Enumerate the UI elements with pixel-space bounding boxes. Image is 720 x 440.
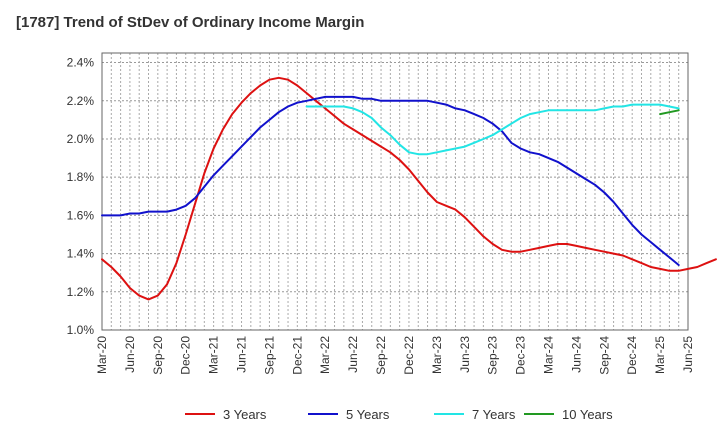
x-tick-label: Mar-22 <box>318 336 332 374</box>
x-tick-label: Mar-20 <box>95 336 109 374</box>
chart-title: [1787] Trend of StDev of Ordinary Income… <box>16 14 365 31</box>
axes: 1.0% 1.2% 1.4% 1.6% 1.8% 2.0% 2.2% 2.4% Mar-20 Ju… <box>67 52 695 375</box>
x-tick-label: Mar-25 <box>653 336 667 374</box>
y-tick-label: 2.0% <box>67 132 95 146</box>
y-tick-label: 1.2% <box>67 285 95 299</box>
x-tick-label: Jun-20 <box>123 336 137 373</box>
series-line-10-years <box>659 109 680 116</box>
x-tick-label: Mar-23 <box>430 336 444 374</box>
legend-label-7-years: 7 Years <box>472 407 516 422</box>
y-tick-label: 2.4% <box>67 56 95 70</box>
x-tick-label: Dec-20 <box>179 336 193 375</box>
plot-frame <box>101 52 689 331</box>
data-series <box>101 76 717 301</box>
y-tick-label: 2.2% <box>67 94 95 108</box>
series-line-5-years <box>101 95 680 266</box>
x-tick-label: Dec-22 <box>402 336 416 375</box>
x-tick-label: Sep-22 <box>374 336 388 375</box>
x-tick-label: Sep-21 <box>262 336 276 375</box>
x-tick-label: Dec-23 <box>514 336 528 375</box>
legend-label-3-years: 3 Years <box>223 407 267 422</box>
y-tick-label: 1.4% <box>67 247 95 261</box>
x-tick-label: Mar-24 <box>541 336 555 374</box>
x-tick-label: Jun-22 <box>346 336 360 373</box>
y-tick-label: 1.0% <box>67 323 95 337</box>
legend-label-10-years: 10 Years <box>562 407 613 422</box>
x-tick-label: Dec-21 <box>290 336 304 375</box>
x-tick-label: Dec-24 <box>625 336 639 375</box>
x-tick-label: Sep-24 <box>597 336 611 375</box>
legend: 3 Years 5 Years 7 Years 10 Years <box>185 407 613 422</box>
x-tick-label: Sep-23 <box>486 336 500 375</box>
x-tick-label: Jun-25 <box>681 336 695 373</box>
y-tick-label: 1.8% <box>67 170 95 184</box>
series-line-3-years <box>101 76 717 301</box>
y-tick-label: 1.6% <box>67 208 95 222</box>
x-tick-label: Mar-21 <box>207 336 221 374</box>
x-tick-label: Jun-23 <box>458 336 472 373</box>
x-tick-label: Jun-21 <box>235 336 249 373</box>
legend-label-5-years: 5 Years <box>346 407 390 422</box>
grid-lines <box>101 53 689 331</box>
x-tick-label: Sep-20 <box>151 336 165 375</box>
x-tick-label: Jun-24 <box>569 336 583 373</box>
series-line-7-years <box>305 103 680 156</box>
